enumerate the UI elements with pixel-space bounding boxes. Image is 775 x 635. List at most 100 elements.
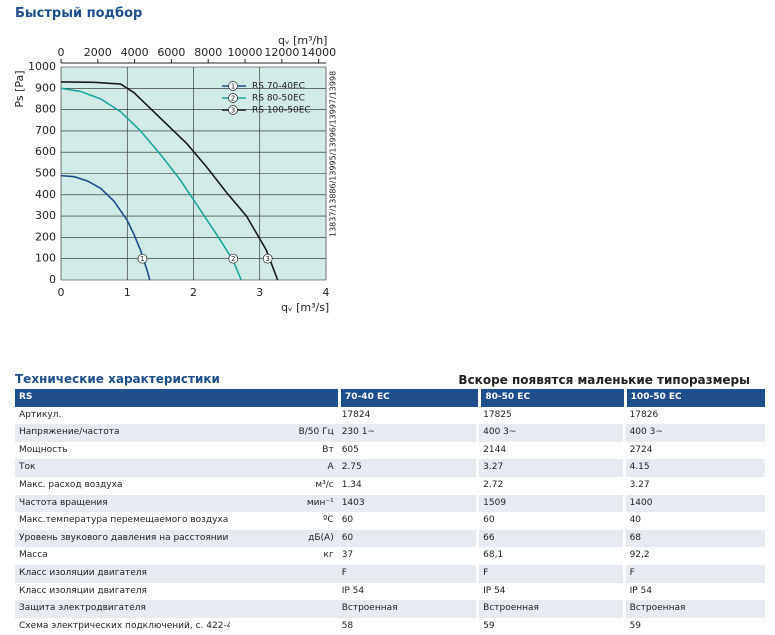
row-label: Макс.температура перемещаемого воздуха	[19, 515, 229, 526]
y-tick-label: 700	[35, 124, 56, 137]
table-row: Уровень звукового давления на расстоянии…	[15, 529, 765, 548]
row-label: Напряжение/частота	[15, 424, 231, 442]
x-tick-label: 4	[323, 286, 330, 299]
value-cell: 1509	[479, 494, 623, 513]
row-label: Уровень звукового давления на расстоянии…	[15, 529, 231, 548]
value-cell: 60	[483, 515, 495, 526]
y-tick-label: 800	[35, 103, 56, 116]
unit-cell	[230, 407, 338, 425]
unit-cell: Вт	[322, 444, 334, 455]
x2-tick-label: 10000	[228, 46, 263, 59]
row-label: Масса	[19, 550, 48, 561]
table-row: Ток А 2.75 3.27 4.15	[15, 459, 765, 477]
value-cell: 2.72	[483, 479, 504, 490]
value-cell: 1.34	[341, 479, 362, 490]
value-cell: 605	[341, 444, 359, 455]
x2-tick-label: 14000	[301, 46, 336, 59]
unit-cell	[230, 600, 338, 618]
value-cell: 3.27	[479, 459, 623, 477]
table-row: Схема электрических подключений, с. 422-…	[15, 618, 765, 635]
row-label: Защита электродвигателя	[15, 600, 231, 618]
x2-tick-label: 4000	[121, 46, 149, 59]
curve-marker-label: 1	[140, 255, 144, 263]
series-line	[60, 81, 279, 281]
value-cell: F	[625, 564, 765, 583]
value-cell: 2144	[483, 444, 507, 455]
x-tick-label: 0	[58, 286, 65, 299]
y-axis-label: Ps [Pa]	[13, 70, 26, 107]
value-cell: 400 3~	[625, 424, 765, 442]
value-cell: 230 1~	[337, 424, 477, 442]
row-label: Схема электрических подключений, с. 422-…	[19, 620, 231, 631]
legend-marker-label: 2	[231, 95, 235, 103]
table-row: Частота вращения мин⁻¹ 1403 1509 1400	[15, 494, 765, 513]
series-line	[60, 87, 242, 281]
header-cell: RS	[15, 389, 339, 407]
legend-marker	[228, 105, 238, 115]
y-tick-label: 600	[35, 145, 56, 158]
x-tick-label: 3	[256, 286, 263, 299]
header-cell: 80-50 EC	[481, 389, 624, 407]
x-tick-label: 1	[124, 286, 131, 299]
section-title: Технические характеристики	[15, 372, 220, 386]
value-cell: 4.15	[625, 459, 765, 477]
value-cell: IP 54	[341, 585, 365, 596]
value-cell: 60	[341, 515, 354, 526]
legend-marker-label: 1	[231, 83, 235, 91]
curve-marker	[137, 253, 148, 264]
value-cell: F	[337, 564, 477, 583]
value-cell: 59	[629, 620, 642, 631]
section-note: Вскоре появятся маленькие типоразмеры	[458, 373, 750, 387]
row-label: Артикул.	[19, 409, 62, 420]
row-label: Макс. расход воздуха	[19, 479, 123, 490]
legend-marker	[228, 93, 238, 103]
row-label: Класс изоляции двигателя	[15, 564, 231, 583]
value-cell: IP 54	[629, 585, 652, 596]
value-cell: 2.75	[337, 459, 477, 477]
y-tick-label: 500	[35, 167, 56, 180]
legend-label: RS 80-50EC	[252, 94, 305, 104]
table-row: Мощность Вт 605 2144 2724	[15, 442, 765, 460]
y-tick-label: 0	[49, 273, 56, 286]
table-header-row: RS 70-40 EC 80-50 EC 100-50 EC	[15, 389, 765, 407]
unit-cell	[230, 618, 338, 635]
row-label: Ток	[15, 459, 231, 477]
unit-cell: А	[230, 459, 338, 477]
curve-marker	[262, 253, 273, 264]
x2-tick-label: 2000	[84, 46, 112, 59]
unit-cell: ºС	[323, 515, 334, 526]
legend-marker	[228, 81, 238, 91]
value-cell: Встроенная	[479, 600, 623, 618]
unit-cell	[230, 583, 338, 601]
value-cell: 1403	[337, 494, 477, 513]
value-cell: 58	[341, 620, 354, 631]
x2-tick-label: 6000	[157, 46, 185, 59]
unit-cell: м³/с	[315, 479, 334, 490]
value-cell: Встроенная	[337, 600, 477, 618]
unit-cell	[230, 564, 338, 583]
unit-cell: кг	[323, 550, 334, 561]
value-cell: 37	[341, 550, 354, 561]
legend-label: RS 100-50EC	[252, 106, 311, 116]
y-tick-label: 300	[35, 209, 56, 222]
value-cell: 400 3~	[479, 424, 623, 442]
curve-marker-label: 3	[265, 255, 269, 263]
unit-cell: В/50 Гц	[230, 424, 338, 442]
value-cell: IP 54	[483, 585, 506, 596]
spec-table: RS 70-40 EC 80-50 EC 100-50 EC Артикул. 17824…	[15, 389, 765, 635]
x2-tick-label: 0	[58, 46, 65, 59]
table-row: Макс.температура перемещаемого воздуха ºС…	[15, 512, 765, 530]
value-cell: 40	[629, 515, 642, 526]
value-cell: 66	[479, 529, 623, 548]
value-cell: 92,2	[629, 550, 650, 561]
value-cell: F	[479, 564, 623, 583]
value-cell: 17824	[341, 409, 371, 420]
x-axis-label: qᵥ [m³/s]	[281, 301, 329, 314]
y-tick-label: 1000	[28, 60, 56, 73]
x2-axis-label: qᵥ [m³/h]	[278, 34, 327, 47]
row-label: Класс изоляции двигателя	[19, 585, 147, 596]
value-cell: 59	[483, 620, 495, 631]
value-cell: 3.27	[629, 479, 650, 490]
table-row: Класс изоляции двигателя F F F	[15, 564, 765, 583]
